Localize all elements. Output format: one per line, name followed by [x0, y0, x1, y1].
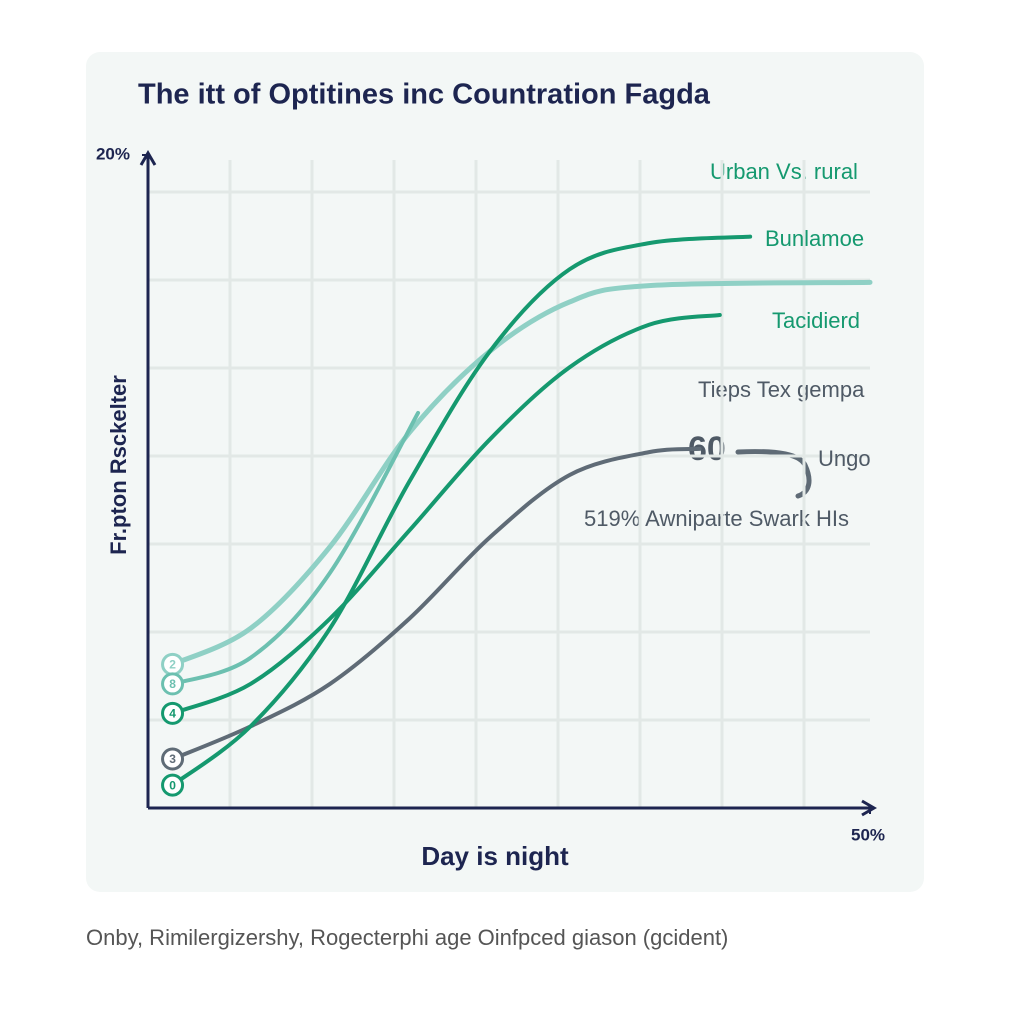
legend-title: Urban Vs. rural [710, 159, 858, 184]
marker-label: 0 [169, 778, 176, 792]
start-marker [161, 701, 185, 725]
legend-label: Ungo [818, 446, 871, 471]
annotation: Tieps Tex gempa [698, 377, 865, 402]
caption: Onby, Rimilergizershy, Rogecterphi age O… [86, 925, 728, 950]
marker-label: 8 [169, 677, 176, 691]
x-axis-arrow [861, 799, 877, 817]
y-axis-label: Fr.pton Rsckelter [106, 375, 131, 555]
marker-label: 2 [169, 658, 176, 672]
marker-label: 4 [169, 706, 176, 720]
legend-label: Tacidierd [772, 308, 860, 333]
line-series [170, 446, 702, 762]
line-series [170, 279, 873, 667]
x-tick-label: 50% [851, 825, 885, 844]
start-marker [161, 773, 185, 797]
legend-label: Bunlamoe [765, 226, 864, 251]
y-tick-label: 20% [96, 144, 130, 163]
x-axis-label: Day is night [421, 841, 569, 871]
start-marker [161, 672, 185, 696]
annotation: 519% Awniparte Swark HIs [584, 506, 849, 531]
chart-title: The itt of Optitines inc Countration Fag… [138, 79, 711, 111]
line-series [170, 312, 722, 716]
y-axis-arrow [139, 150, 157, 166]
start-marker [161, 747, 185, 771]
line-series [170, 410, 421, 686]
card [86, 52, 924, 892]
line-series [170, 234, 753, 788]
marker-label: 3 [169, 752, 176, 766]
